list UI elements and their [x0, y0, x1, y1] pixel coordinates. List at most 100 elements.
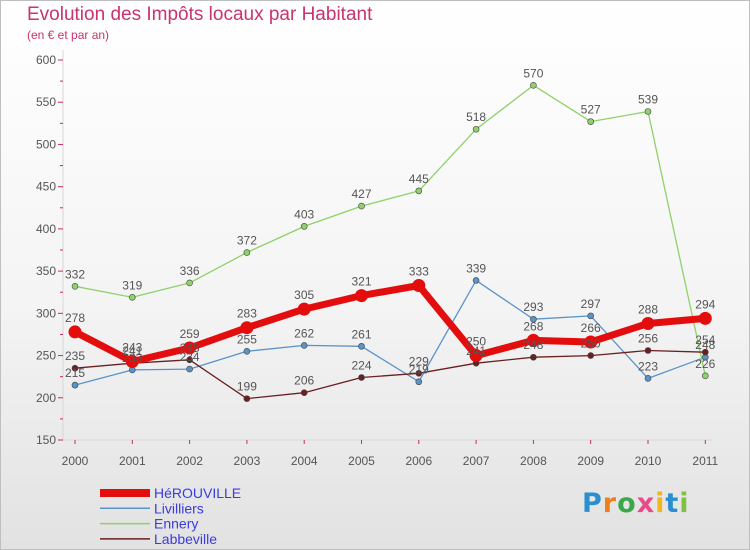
- logo-letter: x: [636, 488, 656, 519]
- data-label: 250: [466, 335, 486, 349]
- x-tick-label: 2005: [348, 454, 375, 468]
- data-label: 293: [523, 300, 543, 314]
- series-point-3: [415, 187, 423, 195]
- series-point-2: [587, 312, 595, 320]
- series-point-2: [186, 365, 193, 373]
- series-point-3: [530, 82, 537, 89]
- data-label: 372: [237, 234, 257, 248]
- series-point-1: [183, 341, 197, 355]
- data-label: 250: [581, 337, 601, 351]
- series-point-1: [125, 354, 139, 368]
- series-point-3: [701, 372, 709, 380]
- series-line-1: [71, 282, 709, 365]
- y-tick-label: 450: [36, 180, 56, 194]
- data-label: 518: [466, 110, 486, 124]
- chart-subtitle: (en € et par an): [27, 28, 110, 42]
- x-tick-label: 2008: [520, 454, 547, 468]
- data-label: 283: [237, 307, 257, 321]
- logo-letter: i: [679, 488, 690, 519]
- data-label: 262: [294, 326, 314, 340]
- data-label: 241: [122, 344, 142, 358]
- series-point-1: [412, 278, 426, 292]
- series-point-2: [300, 342, 308, 349]
- data-label: 233: [122, 351, 142, 365]
- series-point-3: [129, 293, 136, 301]
- data-label: 243: [122, 340, 142, 354]
- series-point-1: [297, 302, 311, 316]
- series-point-3: [186, 279, 193, 287]
- x-tick-label: 2010: [635, 454, 662, 468]
- series-point-4: [71, 364, 79, 372]
- data-label: 224: [351, 359, 371, 373]
- data-label: 332: [65, 267, 85, 281]
- series-point-3: [300, 223, 308, 230]
- x-tick-label: 2003: [234, 454, 261, 468]
- data-label: 256: [638, 331, 658, 345]
- series-point-3: [358, 202, 365, 210]
- data-label: 245: [180, 341, 200, 355]
- x-tick-label: 2011: [692, 454, 718, 468]
- x-tick-label: 2001: [119, 454, 146, 468]
- legend-label-2: Livilliers: [154, 500, 204, 516]
- data-label: 259: [180, 327, 200, 341]
- series-point-2: [243, 348, 251, 355]
- data-label: 266: [581, 321, 601, 335]
- series-point-4: [300, 389, 308, 397]
- series-line-4: [74, 349, 706, 400]
- y-tick-label: 400: [36, 222, 56, 236]
- series-point-2: [358, 342, 365, 350]
- series-point-2: [530, 315, 537, 323]
- data-label: 199: [237, 380, 257, 394]
- series-point-3: [243, 249, 251, 256]
- series-point-4: [415, 369, 423, 377]
- series-point-2: [415, 378, 423, 386]
- data-label: 321: [351, 275, 371, 289]
- series-point-1: [240, 321, 254, 335]
- data-label: 254: [695, 333, 715, 347]
- data-label: 261: [351, 327, 371, 341]
- proxiti-logo: Proxiti: [582, 488, 690, 519]
- series-point-1: [584, 335, 598, 349]
- x-tick-label: 2000: [62, 454, 89, 468]
- data-label: 288: [638, 302, 658, 316]
- x-tick-label: 2009: [577, 454, 604, 468]
- x-tick-label: 2006: [405, 454, 432, 468]
- data-label: 445: [409, 172, 429, 186]
- logo-letter: i: [655, 488, 666, 519]
- data-label: 241: [466, 344, 486, 358]
- series-point-1: [469, 349, 483, 363]
- legend-label-3: Ennery: [154, 516, 198, 532]
- series-point-1: [526, 333, 540, 347]
- series-point-2: [71, 381, 79, 389]
- series-point-4: [701, 348, 709, 356]
- series-point-4: [644, 347, 652, 354]
- legend-label-4: Labbeville: [154, 531, 217, 547]
- data-label: 235: [65, 349, 85, 363]
- data-label: 294: [695, 297, 715, 311]
- series-point-3: [71, 283, 79, 290]
- data-label: 527: [581, 103, 601, 117]
- series-line-2: [74, 279, 706, 386]
- data-label: 278: [65, 311, 85, 325]
- series-point-4: [243, 395, 251, 402]
- series-point-1: [641, 316, 655, 330]
- data-label: 268: [523, 319, 543, 333]
- data-label: 297: [581, 297, 601, 311]
- x-tick-label: 2002: [176, 454, 203, 468]
- series-point-4: [186, 356, 193, 364]
- data-label: 219: [409, 363, 429, 377]
- data-label: 206: [294, 374, 314, 388]
- data-label: 403: [294, 207, 314, 221]
- data-label: 319: [122, 278, 142, 292]
- series-point-4: [530, 353, 537, 361]
- data-label: 229: [409, 354, 429, 368]
- series-point-2: [644, 375, 652, 382]
- data-label: 336: [180, 264, 200, 278]
- data-label: 539: [638, 93, 658, 107]
- data-label: 215: [65, 366, 85, 380]
- data-label: 248: [695, 338, 715, 352]
- data-label: 339: [466, 261, 486, 275]
- series-point-1: [698, 311, 712, 325]
- y-tick-label: 300: [36, 306, 56, 320]
